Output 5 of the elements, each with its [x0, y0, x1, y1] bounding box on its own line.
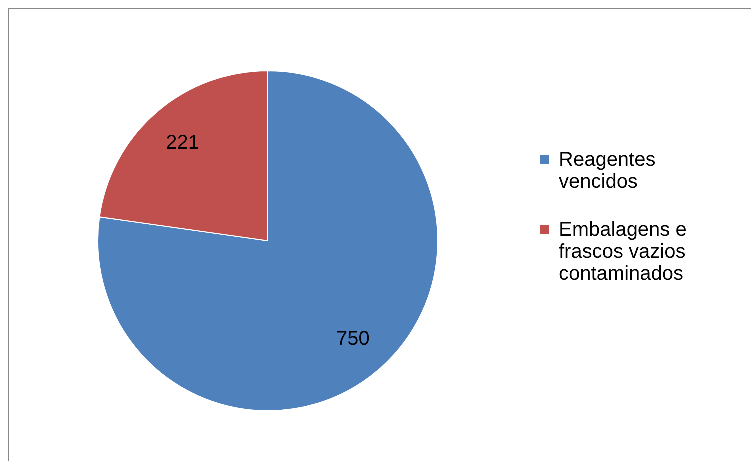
legend-label: Reagentes vencidos — [559, 149, 656, 193]
data-label: 750 — [336, 328, 370, 350]
pie-slice — [98, 70, 438, 412]
legend-label: Embalagens e frascos vazios contaminados — [559, 219, 687, 285]
data-label: 221 — [166, 132, 200, 154]
